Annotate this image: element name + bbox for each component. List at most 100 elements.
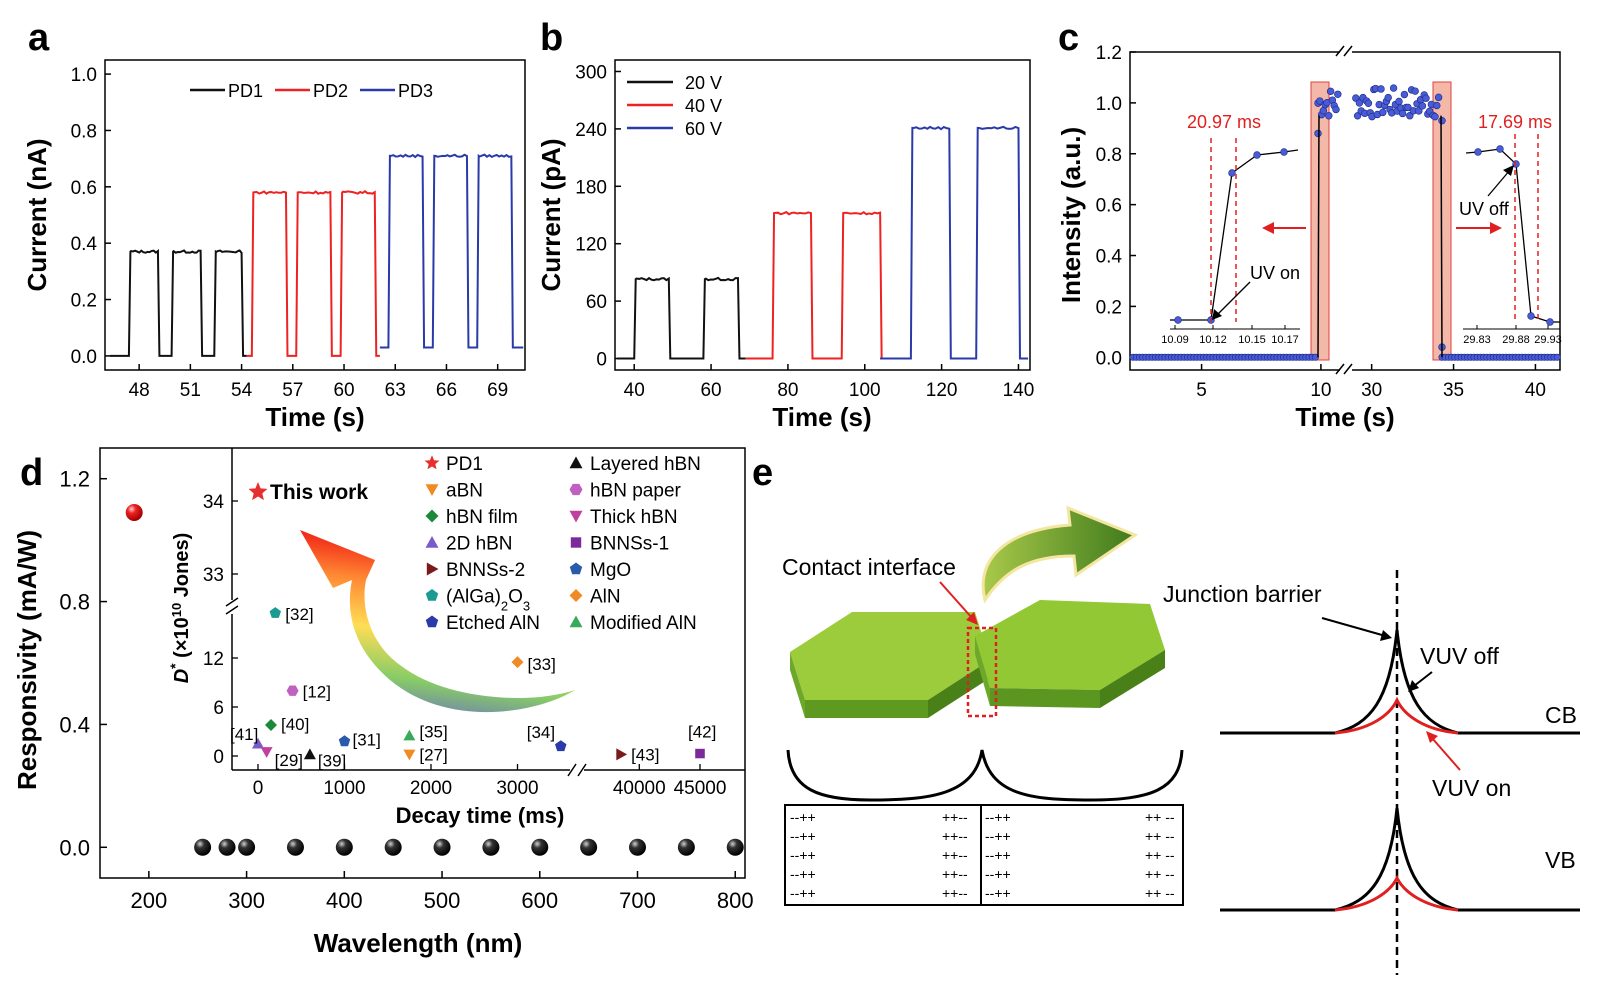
inset-left-pointer [1215,281,1251,317]
charge-symbols: ++-- [942,828,968,844]
y-tick-label: 0 [596,350,607,371]
y-tick-label: 0.4 [1096,247,1123,268]
legend-marker [425,509,439,523]
inset-ylabel-star: * [167,663,183,669]
inset-ylabel: D* (×1010 Jones) [167,533,193,684]
this-work-star [248,482,268,501]
charge-symbols: --++ [790,866,816,882]
inset-data-point [403,749,416,761]
data-point [726,838,744,856]
y-tick-label: 0.8 [1096,145,1122,166]
inset-ylabel-d: D [171,669,193,683]
y-tick-label: 0.4 [71,234,98,255]
charge-symbols: --++ [790,847,816,863]
inset-ref-label: [34] [527,723,555,742]
legend-label-text: 2D hBN [446,534,513,555]
junction-barrier-label: Junction barrier [1163,581,1322,607]
panel-label-d: d [20,452,43,494]
vb-label: VB [1545,847,1576,873]
x-tick-label: 30 [1361,380,1382,401]
series-line-20-v [616,276,746,360]
series-line-pd1 [110,249,247,357]
inset-right-annotation: 17.69 ms [1478,112,1552,132]
x-tick-label: 700 [619,888,656,913]
cb-barrier-on [1334,696,1459,735]
data-point [1398,109,1407,118]
axis-break-mark [1343,45,1353,57]
legend-label-text: MgO [590,560,631,581]
legend-label: PD2 [313,81,348,101]
x-tick-label: 120 [926,380,958,401]
legend-label-text: hBN paper [590,481,682,502]
legend-label: 40 V [685,96,722,116]
inset-ylabel-exp: 10 [169,603,184,617]
charge-symbols: ++-- [942,885,968,901]
arrowhead-right [1490,222,1502,234]
inset-right-pointer [1487,169,1511,197]
inset-point [1174,316,1182,324]
legend-label: PD3 [398,81,433,101]
y-tick-label: 240 [575,120,607,141]
data-point [1325,112,1333,120]
x-tick-label: 35 [1443,380,1464,401]
y-tick-label: 180 [575,177,607,198]
inset-ylabel-end: Jones) [171,533,193,603]
inset-ref-label: [32] [285,605,313,624]
charge-symbols: --++ [790,828,816,844]
charge-symbols: --++ [985,866,1011,882]
data-point [1418,102,1427,110]
data-point [1364,99,1373,107]
flake-left-front [805,700,928,718]
y-tick-label: 0.2 [71,291,97,312]
inset-y-tick-label: 6 [213,698,224,719]
inset-data-point [616,748,628,761]
this-work-label: This work [270,481,368,504]
charge-symbols: ++-- [942,847,968,863]
inset-ref-label: [33] [528,655,556,674]
inset-data-point [260,747,273,758]
data-point [1319,106,1328,115]
inset-x-tick-label: 45000 [674,778,727,799]
contact-interface-label: Contact interface [782,554,956,580]
vuv-off-label: VUV off [1420,643,1499,669]
vuv-off-pointer-head [1408,680,1419,692]
data-point [1422,94,1430,102]
y-tick-label: 0.6 [71,178,97,199]
legend-label-sub2: 3 [523,598,530,613]
x-tick-label: 69 [487,380,508,401]
x-tick-label: 40 [624,380,645,401]
legend-label-text: Modified AlN [590,613,697,634]
inset-ref-label: [42] [688,723,716,742]
data-point [1553,353,1561,361]
data-point [1334,90,1342,98]
legend-label: hBN paper [590,481,682,502]
x-tick-label: 10 [1310,380,1331,401]
panel-b-chart: 40 60 80 100 120 140 0 60 120 180 240 300 20 V 40 V 6… [536,59,1034,432]
x-tick-label: 800 [717,888,754,913]
y-tick-label: 1.0 [71,65,97,86]
panel-label-e: e [752,452,773,494]
charge-symbols: --++ [985,828,1011,844]
inset-tick-label: 10.17 [1271,334,1299,346]
inset-data-point [338,735,351,747]
panel-d-xlabel: Wavelength (nm) [314,928,522,958]
panel-e-diagram: Contact interface --++ ++-- --++ ++ -- --++ ++… [782,505,1580,975]
legend-marker [569,483,583,496]
series-line-40-v [745,210,883,360]
y-tick-label: 1.0 [1096,94,1122,115]
legend-marker [569,510,583,523]
data-point [580,838,598,856]
inset-y-tick-label: 33 [203,565,224,586]
x-tick-label: 600 [521,888,558,913]
inset-tick-label: 10.12 [1199,334,1227,346]
inset-ref-label: [40] [281,715,309,734]
y-tick-label: 0.4 [59,712,90,737]
inset-xlabel: Decay time (ms) [396,803,565,828]
legend-marker [425,615,439,628]
contact-interface-box [966,626,998,718]
fall-edge [1440,115,1443,358]
y-tick-label: 0.8 [59,590,90,615]
inset-right-pointer-head [1503,165,1514,176]
data-point [1384,93,1392,102]
